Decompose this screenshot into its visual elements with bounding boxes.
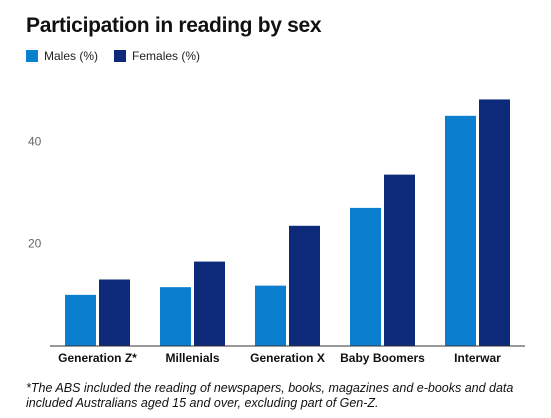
legend-item-males: Males (%) [26, 49, 98, 63]
legend-label-males: Males (%) [44, 49, 99, 63]
legend-swatch-females [114, 50, 127, 62]
bar-females [99, 279, 130, 346]
bar-females [384, 174, 415, 346]
x-tick-label: Generation Z* [58, 351, 137, 365]
chart-title: Participation in reading by sex [26, 14, 322, 37]
x-tick-label: Baby Boomers [340, 351, 425, 365]
bar-females [289, 225, 320, 346]
legend-item-females: Females (%) [114, 49, 200, 63]
bar-males [160, 287, 191, 346]
bar-males [445, 115, 476, 346]
legend-swatch-males [26, 50, 38, 62]
bar-females [194, 261, 225, 346]
bar-females [479, 99, 510, 346]
bar-males [255, 285, 286, 346]
x-tick-label: Interwar [454, 351, 501, 365]
bar-males [350, 207, 381, 346]
bar-males [65, 294, 96, 346]
legend-label-females: Females (%) [132, 49, 201, 63]
x-tick-label: Millenials [165, 351, 219, 365]
x-tick-label: Generation X [250, 351, 325, 365]
footnote: *The ABS included the reading of newspap… [26, 381, 514, 410]
chart-legend: Males (%) Females (%) [26, 49, 216, 63]
y-tick-label: 20 [28, 237, 42, 251]
y-tick-label: 40 [28, 134, 42, 148]
